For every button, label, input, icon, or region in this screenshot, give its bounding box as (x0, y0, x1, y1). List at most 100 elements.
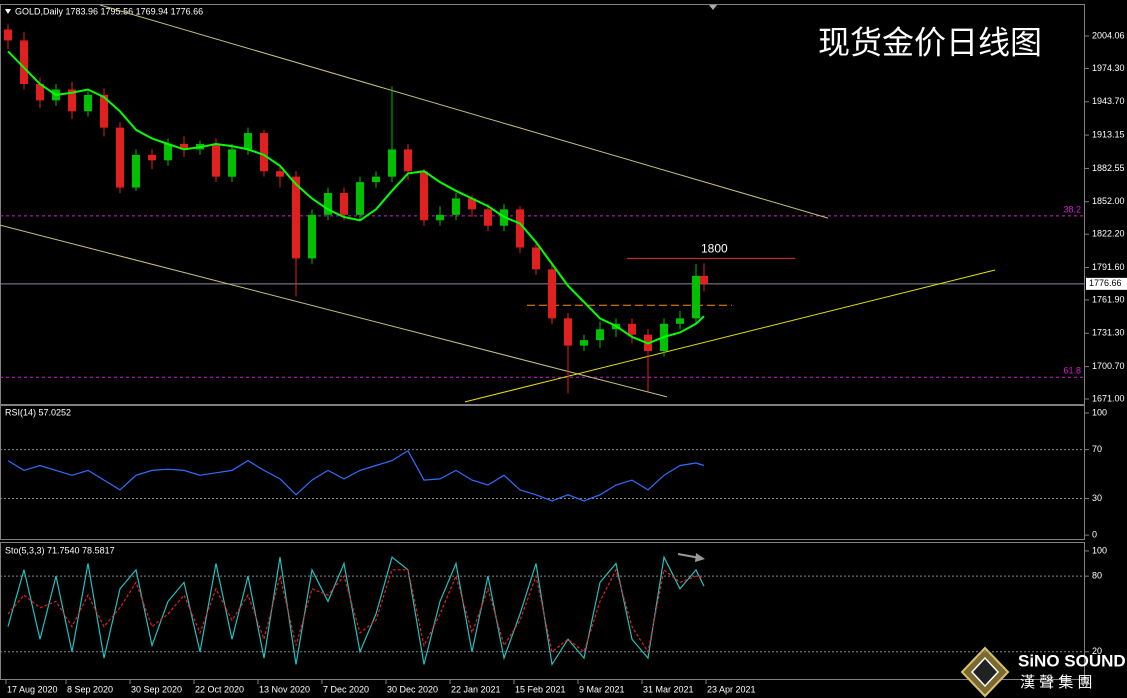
candle-body (244, 133, 252, 150)
indicator-line (7, 568, 705, 654)
rsi-panel (0, 405, 1085, 540)
x-tick-label: 17 Aug 2020 (7, 684, 58, 694)
indicator-line (7, 449, 705, 502)
x-tick-label: 9 Mar 2021 (579, 684, 625, 694)
candle-body (148, 154, 156, 161)
trendline (99, 4, 829, 219)
y-tick-label: 2004.06 (1092, 30, 1125, 40)
x-tick-label: 8 Sep 2020 (67, 684, 113, 694)
candle-body (692, 275, 700, 319)
logo-name: SiNO SOUND (1018, 651, 1126, 670)
y-tick-label: 30 (1092, 493, 1102, 503)
price-panel (0, 4, 1085, 405)
stoch-panel (0, 542, 1085, 680)
candle-body (228, 149, 236, 177)
candle-body (4, 29, 12, 41)
candle-body (20, 40, 28, 85)
candle-body (116, 127, 124, 188)
candle-body (276, 171, 284, 177)
y-tick-label: 1822.20 (1092, 229, 1125, 239)
candle-body (628, 323, 636, 335)
candle-body (100, 94, 108, 128)
y-tick-label: 1700.70 (1092, 361, 1125, 371)
logo-subtitle: 漢 聲 集 團 (1020, 674, 1093, 691)
moving-average (7, 50, 705, 345)
x-tick-label: 30 Dec 2020 (387, 684, 438, 694)
resistance-label: 1800 (701, 242, 728, 256)
candle-body (700, 275, 708, 284)
y-tick-label: 1761.90 (1092, 294, 1125, 304)
candle-body (340, 193, 348, 215)
candle-body (452, 198, 460, 215)
y-tick-label: 1974.30 (1092, 63, 1125, 73)
y-tick-label: 80 (1092, 571, 1102, 581)
rsi-header: RSI(14) 57.0252 (5, 407, 71, 417)
y-tick-label: 0 (1092, 529, 1097, 539)
y-tick-label: 20 (1092, 646, 1102, 656)
fib-label: 38.2 (1063, 204, 1081, 214)
x-tick-label: 22 Oct 2020 (195, 684, 244, 694)
candle-body (484, 209, 492, 226)
candle-body (84, 94, 92, 112)
candle-body (260, 133, 268, 172)
x-tick-label: 13 Nov 2020 (259, 684, 310, 694)
y-tick-label: 1731.30 (1092, 328, 1125, 338)
candle-body (356, 182, 364, 215)
candle-body (596, 329, 604, 341)
candle-body (292, 176, 300, 259)
candle-body (388, 149, 396, 177)
candle-body (164, 143, 172, 161)
candle-body (548, 269, 556, 319)
y-tick-label: 100 (1092, 545, 1107, 555)
candle-body (404, 149, 412, 172)
logo: SiNO SOUND 漢 聲 集 團 (960, 646, 1126, 698)
price-header: GOLD,Daily 1783.96 1795.56 1769.94 1776.… (15, 6, 203, 16)
x-tick-label: 31 Mar 2021 (643, 684, 694, 694)
y-tick-label: 1882.55 (1092, 163, 1125, 173)
current-price-box (1086, 277, 1127, 290)
candle-body (564, 318, 572, 346)
fib-label: 61.8 (1063, 366, 1081, 376)
menu-arrow (5, 9, 11, 14)
y-tick-label: 1913.15 (1092, 129, 1125, 139)
candle-body (468, 198, 476, 210)
x-tick-label: 23 Apr 2021 (707, 684, 756, 694)
stoch-arrow (677, 553, 705, 562)
candle-body (580, 340, 588, 346)
candle-body (516, 209, 524, 248)
arrow-head (695, 553, 705, 562)
x-tick-label: 15 Feb 2021 (515, 684, 566, 694)
candle-body (36, 84, 44, 101)
candle-body (180, 143, 188, 150)
y-tick-label: 70 (1092, 444, 1102, 454)
shift-marker (709, 5, 717, 10)
chart-title: 现货金价日线图 (818, 24, 1042, 60)
x-tick-label: 7 Dec 2020 (323, 684, 369, 694)
x-tick-label: 30 Sep 2020 (131, 684, 182, 694)
y-tick-label: 1852.00 (1092, 196, 1125, 206)
candle-body (324, 193, 332, 215)
y-tick-label: 100 (1092, 407, 1107, 417)
candle-body (436, 214, 444, 221)
x-tick-label: 22 Jan 2021 (451, 684, 501, 694)
y-tick-label: 1943.70 (1092, 96, 1125, 106)
y-tick-label: 1671.00 (1092, 393, 1125, 403)
candle-body (308, 214, 316, 259)
indicator-line (7, 555, 705, 667)
candle-body (68, 89, 76, 112)
candle-body (676, 318, 684, 324)
candle-body (420, 171, 428, 221)
candle-body (212, 143, 220, 177)
trendline (0, 224, 668, 398)
stoch-header: Sto(5,3,3) 71.7540 78.5817 (5, 545, 115, 555)
candle-body (132, 154, 140, 188)
logo-inner (970, 656, 1000, 688)
candle-body (372, 176, 380, 183)
trendline (464, 269, 996, 403)
current-price-label: 1776.66 (1089, 278, 1122, 288)
candle-body (532, 247, 540, 270)
y-tick-label: 1791.60 (1092, 262, 1125, 272)
